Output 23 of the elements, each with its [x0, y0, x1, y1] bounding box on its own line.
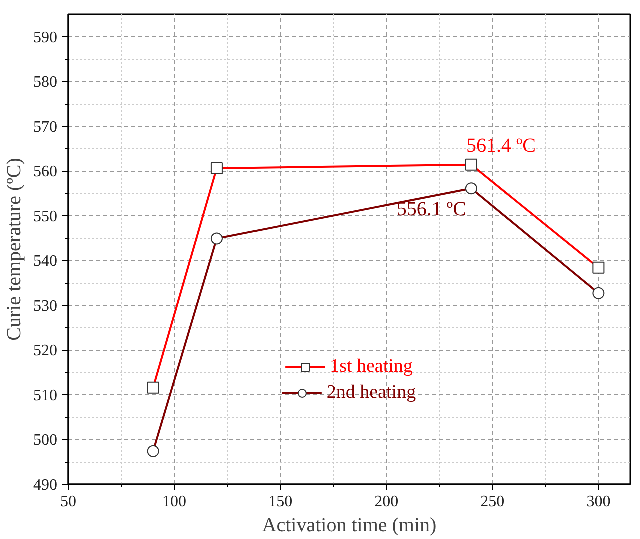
- annotation: 561.4 ºC: [466, 134, 536, 157]
- y-tick-label: 510: [34, 387, 58, 404]
- y-axis-title: Curie temperature (ºC): [4, 158, 26, 341]
- x-tick-label: 50: [60, 494, 76, 510]
- y-tick-label: 490: [34, 477, 58, 494]
- y-tick-label: 570: [34, 118, 58, 136]
- annotation: 556.1 ºC: [396, 198, 466, 221]
- x-tick-label: 150: [268, 494, 293, 510]
- x-tick-label: 300: [586, 494, 611, 510]
- y-tick-label: 580: [34, 74, 58, 92]
- y-tick-label: 500: [34, 432, 58, 450]
- y-tick-label: 550: [34, 208, 58, 226]
- legend-label: 2nd heating: [326, 382, 416, 404]
- x-tick-label: 250: [480, 494, 505, 510]
- y-tick-label: 560: [34, 164, 58, 181]
- x-tick-label: 200: [374, 494, 399, 510]
- y-tick-label: 520: [34, 342, 58, 360]
- x-tick-label: 100: [162, 494, 187, 510]
- y-tick-label: 530: [34, 298, 58, 315]
- y-tick-label: 590: [34, 29, 58, 46]
- x-axis-title: Activation time (min): [262, 514, 437, 536]
- legend-label: 1st heating: [330, 356, 413, 378]
- y-tick-label: 540: [34, 253, 58, 270]
